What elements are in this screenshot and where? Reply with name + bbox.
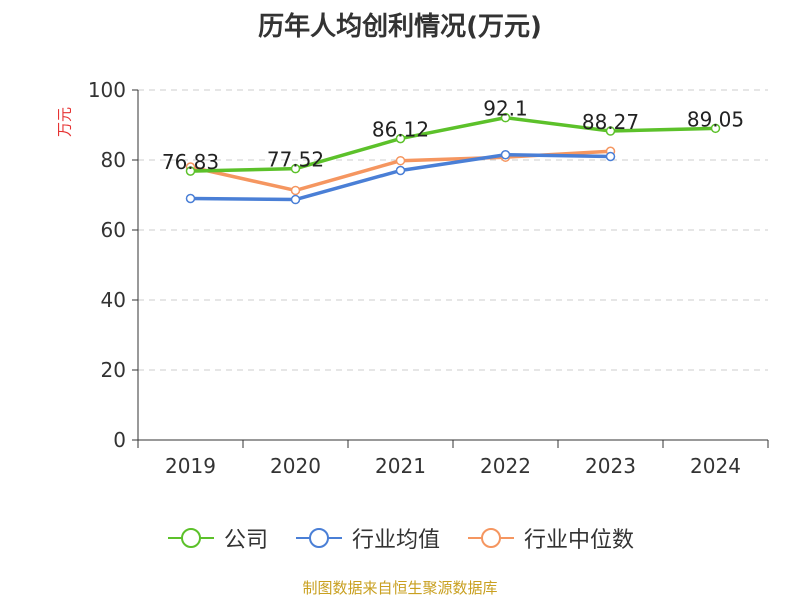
y-tick-label: 20 bbox=[101, 358, 126, 382]
data-label: 92.1 bbox=[483, 97, 528, 121]
data-point-industry-avg bbox=[290, 194, 301, 205]
legend-item-industry-median[interactable]: 行业中位数 bbox=[466, 522, 634, 554]
legend: 公司 行业均值 行业中位数 bbox=[0, 518, 800, 558]
y-tick-label: 60 bbox=[101, 218, 126, 242]
x-tick-label: 2019 bbox=[165, 454, 216, 478]
data-point-company bbox=[185, 166, 196, 176]
data-label: 86.12 bbox=[372, 118, 429, 142]
chart-title: 历年人均创利情况(万元) bbox=[258, 12, 542, 42]
data-point-industry-avg bbox=[185, 193, 196, 204]
y-tick-label: 80 bbox=[101, 148, 126, 172]
x-tick-label: 2024 bbox=[690, 454, 741, 478]
data-source-note: 制图数据来自恒生聚源数据库 bbox=[302, 579, 498, 597]
data-label: 89.05 bbox=[687, 107, 744, 131]
y-tick-label: 100 bbox=[88, 78, 126, 102]
data-label: 77.52 bbox=[267, 148, 324, 172]
legend-marker-company bbox=[167, 528, 214, 548]
data-point-company bbox=[290, 163, 301, 174]
data-point-industry-avg bbox=[395, 165, 406, 176]
data-point-industry-median bbox=[395, 155, 406, 166]
legend-marker-industry-avg bbox=[295, 528, 342, 548]
data-point-industry-median bbox=[290, 185, 301, 196]
y-tick-label: 40 bbox=[101, 288, 126, 312]
legend-label-industry-median: 行业中位数 bbox=[524, 528, 635, 553]
legend-marker-industry-median bbox=[468, 528, 514, 548]
x-tick-label: 2023 bbox=[585, 454, 636, 478]
legend-item-company[interactable]: 公司 bbox=[166, 522, 268, 554]
x-tick-label: 2021 bbox=[375, 454, 426, 478]
data-point-industry-avg bbox=[605, 151, 616, 162]
data-point-company bbox=[605, 126, 616, 136]
x-tick-label: 2022 bbox=[480, 454, 531, 478]
legend-item-industry-avg[interactable]: 行业均值 bbox=[294, 522, 440, 554]
legend-label-company: 公司 bbox=[223, 528, 268, 553]
series-line-company bbox=[190, 115, 716, 173]
data-label: 88.27 bbox=[582, 110, 639, 134]
data-point-company bbox=[395, 133, 406, 144]
data-point-company bbox=[500, 112, 511, 123]
data-point-industry-avg bbox=[500, 150, 511, 160]
legend-label-industry-avg: 行业均值 bbox=[351, 528, 440, 553]
data-point-company bbox=[710, 123, 721, 134]
y-tick-label: 0 bbox=[113, 428, 126, 452]
data-label: 76.83 bbox=[162, 150, 219, 174]
x-tick-label: 2020 bbox=[270, 454, 321, 478]
